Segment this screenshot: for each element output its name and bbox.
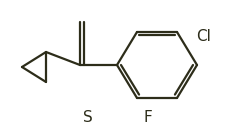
Text: F: F [143,110,152,126]
Text: S: S [83,110,92,126]
Text: Cl: Cl [196,29,210,44]
